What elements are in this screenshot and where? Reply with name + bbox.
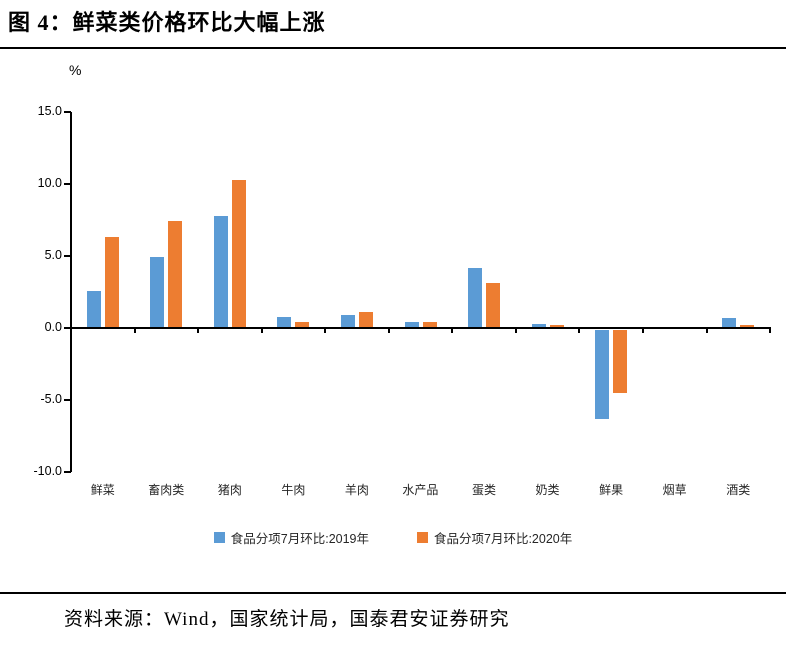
legend-item: 食品分项7月环比:2020年 bbox=[417, 528, 572, 547]
bar bbox=[422, 322, 437, 328]
legend-item: 食品分项7月环比:2019年 bbox=[213, 528, 369, 547]
y-axis-tick bbox=[64, 471, 71, 473]
x-axis-label: 畜肉类 bbox=[148, 483, 185, 497]
bar bbox=[486, 283, 500, 328]
y-axis-tick bbox=[64, 111, 71, 113]
title-divider bbox=[0, 47, 786, 49]
bar bbox=[150, 257, 165, 328]
y-axis-tick bbox=[64, 183, 71, 185]
x-axis-label: 羊肉 bbox=[344, 483, 369, 497]
x-axis-tick bbox=[197, 329, 200, 333]
x-axis-line bbox=[70, 327, 771, 329]
figure-title: 图 4：鲜菜类价格环比大幅上涨 bbox=[8, 10, 326, 35]
bar bbox=[613, 330, 628, 394]
x-axis-tick bbox=[133, 329, 136, 333]
y-axis-tick bbox=[64, 327, 71, 329]
legend-label: 食品分项7月环比:2019年 bbox=[230, 532, 369, 546]
x-axis-label: 鲜果 bbox=[599, 483, 624, 497]
y-axis-tick-label: 15.0 bbox=[37, 104, 62, 118]
bar bbox=[404, 322, 419, 328]
legend-swatch-icon bbox=[213, 532, 225, 543]
x-axis-label: 猪肉 bbox=[217, 483, 242, 497]
y-axis-tick-label: -10.0 bbox=[33, 464, 63, 478]
x-axis-label: 奶类 bbox=[535, 483, 560, 497]
x-axis-label: 蛋类 bbox=[472, 483, 497, 497]
bar bbox=[231, 179, 246, 328]
y-axis-line bbox=[70, 112, 72, 472]
footer-divider bbox=[0, 592, 786, 594]
bar bbox=[722, 317, 737, 328]
x-axis-tick bbox=[387, 329, 390, 333]
x-axis-tick bbox=[641, 329, 644, 333]
x-axis-tick bbox=[769, 329, 771, 333]
x-axis-label: 鲜菜 bbox=[90, 483, 115, 497]
bar bbox=[531, 323, 546, 328]
legend: 食品分项7月环比:2019年 食品分项7月环比:2020年 bbox=[0, 528, 786, 547]
bar bbox=[86, 290, 101, 328]
legend-swatch-icon bbox=[417, 532, 428, 543]
bar bbox=[740, 325, 755, 328]
x-axis-tick bbox=[70, 329, 72, 333]
x-axis-tick bbox=[514, 329, 517, 333]
y-axis-tick bbox=[64, 255, 71, 257]
y-axis-unit-label: % bbox=[69, 62, 82, 78]
x-axis-label: 酒类 bbox=[726, 483, 751, 497]
x-axis-tick bbox=[451, 329, 454, 333]
y-axis-tick bbox=[64, 399, 71, 401]
y-axis-tick-label: 5.0 bbox=[44, 248, 62, 262]
bar bbox=[104, 237, 119, 328]
x-axis-label: 牛肉 bbox=[281, 483, 306, 497]
bar bbox=[277, 316, 292, 328]
data-source-note: 资料来源：Wind，国家统计局，国泰君安证券研究 bbox=[64, 609, 510, 630]
bar bbox=[468, 267, 482, 328]
bar bbox=[341, 315, 355, 328]
bar bbox=[359, 312, 373, 328]
bar bbox=[295, 322, 310, 328]
x-axis-tick bbox=[324, 329, 327, 333]
x-axis-label: 烟草 bbox=[662, 483, 687, 497]
bar bbox=[213, 215, 228, 328]
y-axis-tick-label: -5.0 bbox=[40, 392, 62, 406]
x-axis-tick bbox=[705, 329, 708, 333]
bar bbox=[595, 330, 610, 420]
bar bbox=[549, 325, 564, 328]
x-axis-label: 水产品 bbox=[402, 483, 439, 497]
bar bbox=[168, 221, 183, 328]
y-axis-tick-label: 10.0 bbox=[37, 176, 62, 190]
y-axis-tick-label: 0.0 bbox=[44, 320, 62, 334]
x-axis-tick bbox=[260, 329, 263, 333]
legend-label: 食品分项7月环比:2020年 bbox=[434, 532, 573, 546]
x-axis-tick bbox=[578, 329, 581, 333]
